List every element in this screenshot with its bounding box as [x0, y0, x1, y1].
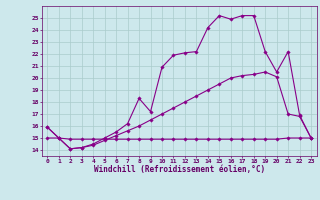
X-axis label: Windchill (Refroidissement éolien,°C): Windchill (Refroidissement éolien,°C): [94, 165, 265, 174]
